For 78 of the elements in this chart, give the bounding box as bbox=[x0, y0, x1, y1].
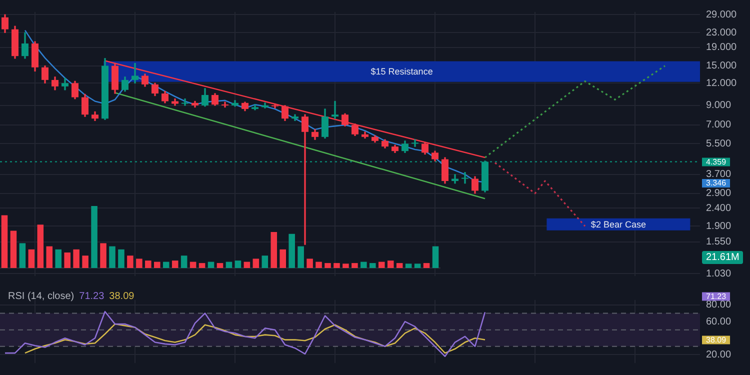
bar bbox=[334, 263, 340, 268]
bar bbox=[316, 262, 322, 268]
y-tick-label: 19.000 bbox=[706, 42, 738, 54]
y-tick-label: 2.400 bbox=[706, 202, 732, 214]
ref-line-label: 4.359 bbox=[706, 157, 727, 166]
bar bbox=[198, 263, 206, 268]
band-label: $2 Bear Case bbox=[590, 219, 646, 230]
bar bbox=[28, 249, 35, 268]
y-tick-label: 7.000 bbox=[706, 120, 732, 131]
bar bbox=[306, 258, 313, 268]
text: 71.23 bbox=[706, 292, 726, 301]
line-series bbox=[484, 65, 666, 158]
bar bbox=[46, 246, 53, 268]
bar bbox=[252, 258, 260, 268]
bar bbox=[324, 263, 331, 268]
bar bbox=[154, 262, 160, 268]
annotation: 38.09 bbox=[109, 291, 134, 302]
y-tick-label: 1.030 bbox=[706, 268, 732, 280]
line-series bbox=[494, 162, 586, 227]
bar bbox=[172, 260, 178, 268]
bar bbox=[136, 258, 142, 268]
bar bbox=[370, 263, 376, 268]
bar bbox=[288, 234, 295, 268]
bar bbox=[127, 256, 134, 268]
y-tick-label: 12.000 bbox=[706, 78, 738, 89]
y-tick-label: 20.00 bbox=[706, 349, 732, 360]
bar bbox=[100, 243, 106, 268]
y-tick-label: 3.700 bbox=[706, 169, 732, 180]
annotation: 71.23 bbox=[79, 291, 104, 302]
bar bbox=[208, 262, 214, 268]
y-tick-label: 5.500 bbox=[706, 138, 732, 150]
bar bbox=[10, 230, 17, 268]
bar bbox=[396, 263, 403, 268]
bar bbox=[19, 243, 26, 268]
bar bbox=[55, 249, 62, 268]
bar bbox=[352, 263, 358, 268]
bar bbox=[1, 215, 8, 268]
bar bbox=[378, 262, 385, 268]
bar bbox=[216, 263, 224, 268]
bar bbox=[270, 232, 278, 268]
bar bbox=[190, 262, 196, 268]
bar bbox=[82, 256, 88, 268]
bar bbox=[180, 256, 188, 268]
chart-title: RSI (14, close) bbox=[8, 291, 74, 302]
bar bbox=[342, 264, 349, 268]
bar bbox=[145, 260, 152, 268]
y-tick-label: 9.000 bbox=[706, 100, 732, 112]
y-tick-label: 1.900 bbox=[706, 220, 732, 232]
text: 38.09 bbox=[706, 335, 726, 344]
y-tick-label: 1.550 bbox=[706, 236, 732, 248]
bar bbox=[37, 224, 44, 268]
bar bbox=[162, 262, 170, 268]
bar bbox=[234, 260, 242, 268]
bar bbox=[226, 262, 232, 268]
y-tick-label: 2.900 bbox=[706, 188, 732, 200]
band-label: $15 Resistance bbox=[370, 66, 433, 77]
text: 3.346 bbox=[706, 178, 727, 188]
bar bbox=[414, 264, 421, 268]
bar bbox=[118, 249, 124, 268]
bar bbox=[387, 260, 394, 268]
bar bbox=[360, 262, 367, 268]
bar bbox=[432, 246, 439, 268]
bar bbox=[244, 262, 250, 268]
bar bbox=[73, 249, 80, 268]
y-tick-label: 29.000 bbox=[706, 9, 738, 20]
y-tick-label: 60.00 bbox=[706, 316, 732, 328]
bar bbox=[298, 246, 304, 268]
bar bbox=[280, 249, 286, 268]
bar bbox=[64, 252, 70, 268]
y-tick-label: 80.00 bbox=[706, 300, 732, 311]
bar bbox=[423, 263, 430, 268]
text: 21.61M bbox=[702, 251, 744, 264]
y-tick-label: 23.000 bbox=[706, 27, 738, 38]
bar bbox=[109, 246, 116, 268]
bar bbox=[405, 264, 412, 268]
bar bbox=[91, 206, 98, 268]
bar bbox=[262, 256, 268, 268]
y-tick-label: 15.000 bbox=[706, 60, 738, 72]
